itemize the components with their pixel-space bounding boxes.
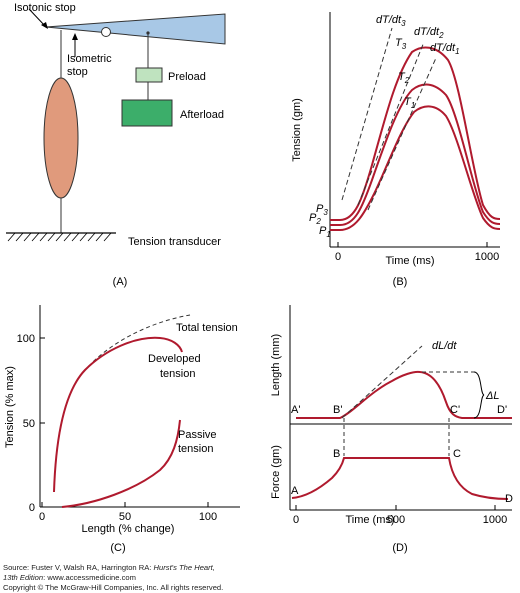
preload-label-p1: P1 xyxy=(319,225,331,239)
muscle xyxy=(43,77,79,199)
panel-c-y-tick-label-0: 0 xyxy=(29,502,35,514)
developed-tension-curve xyxy=(53,336,183,493)
panel-d-label: (D) xyxy=(392,542,407,554)
curve-label-t3: T3 xyxy=(395,37,407,51)
source-line-1: Source: Fuster V, Walsh RA, Harrington R… xyxy=(3,563,223,573)
panel-c-x-tick-label-0: 0 xyxy=(39,511,45,523)
lever-attachment xyxy=(146,31,150,35)
tension-curve-t3 xyxy=(330,46,501,221)
slope-line-dtdt1 xyxy=(367,57,437,211)
passive-tension-curve xyxy=(61,419,181,508)
panel-b-x-tick-label-1000: 1000 xyxy=(475,251,499,263)
panel-c-y-label: Tension (% max) xyxy=(4,366,16,448)
panel-c-y-tick-label-100: 100 xyxy=(17,333,35,345)
panel-c: 100 50 0 0 50 100 Length (% change) Tens… xyxy=(4,305,240,554)
dldt-tangent xyxy=(341,345,423,419)
preload-label: Preload xyxy=(168,71,206,83)
panel-d-x-tick-label-500: 500 xyxy=(387,514,405,526)
panel-a: Isotonic stop Isometric stop Preload Aft… xyxy=(6,2,226,288)
source-line-2: 13th Edition: www.accessmedicine.com xyxy=(3,573,223,583)
panel-d-y-label-force: Force (gm) xyxy=(270,445,282,499)
isometric-stop-label-line2: stop xyxy=(67,66,88,78)
slope-label-dtdt3: dT/dt3 xyxy=(376,14,406,28)
source-edition: 13th Edition xyxy=(3,573,44,582)
panel-a-label: (A) xyxy=(113,276,128,288)
panel-b-label: (B) xyxy=(393,276,408,288)
panel-c-label: (C) xyxy=(110,542,125,554)
point-label-b-prime: B' xyxy=(333,404,342,416)
passive-tension-label-line2: tension xyxy=(178,443,213,455)
source-website: : www.accessmedicine.com xyxy=(43,573,136,582)
preload-weight xyxy=(135,67,163,83)
afterload-label: Afterload xyxy=(180,109,224,121)
slope-label-dtdt1: dT/dt1 xyxy=(430,42,460,56)
point-label-b: B xyxy=(333,448,340,460)
point-label-d-prime: D' xyxy=(497,404,507,416)
delta-l-label: ΔL xyxy=(485,390,500,402)
curve-label-t2: T2 xyxy=(398,71,410,85)
slope-line-dtdt2 xyxy=(357,41,425,206)
preload-label-p3: P3 xyxy=(316,203,328,217)
isometric-stop-label-line1: Isometric xyxy=(67,53,112,65)
source-authors: Source: Fuster V, Walsh RA, Harrington R… xyxy=(3,563,154,572)
source-credit: Source: Fuster V, Walsh RA, Harrington R… xyxy=(3,563,223,593)
slope-label-dtdt2: dT/dt2 xyxy=(414,26,444,40)
panel-b-x-tick-label-0: 0 xyxy=(335,251,341,263)
curve-label-t1: T1 xyxy=(404,96,415,110)
passive-tension-label-line1: Passive xyxy=(178,429,217,441)
force-trace xyxy=(291,457,509,500)
panel-c-x-tick-label-100: 100 xyxy=(199,511,217,523)
panel-c-x-label: Length (% change) xyxy=(82,523,175,535)
tension-transducer-label: Tension transducer xyxy=(128,236,221,248)
panel-b-y-label: Tension (gm) xyxy=(291,98,303,162)
isotonic-stop-arrowhead xyxy=(41,22,48,29)
panel-c-y-tick-label-50: 50 xyxy=(23,418,35,430)
point-label-a-prime: A' xyxy=(291,404,300,416)
panel-b-x-label: Time (ms) xyxy=(385,255,434,267)
panel-d: 0 500 1000 Time (ms) Length (mm) Force (… xyxy=(270,305,513,554)
point-label-c: C xyxy=(453,448,461,460)
point-label-a: A xyxy=(291,485,299,497)
panel-d-x-label: Time (ms) xyxy=(345,514,394,526)
source-line-3: Copyright © The McGraw-Hill Companies, I… xyxy=(3,583,224,592)
panel-d-x-tick-label-0: 0 xyxy=(293,514,299,526)
total-tension-curve xyxy=(53,314,191,493)
tension-curve-t1 xyxy=(330,105,501,231)
lever-arm xyxy=(45,13,226,45)
delta-l-brace xyxy=(473,371,485,419)
transducer-hatching xyxy=(7,232,112,242)
developed-tension-label-line2: tension xyxy=(160,368,195,380)
total-tension-label: Total tension xyxy=(176,322,238,334)
point-label-d: D xyxy=(505,493,513,505)
isometric-stop-arrowhead xyxy=(72,33,78,40)
point-label-c-prime: C' xyxy=(450,404,460,416)
isotonic-stop-label: Isotonic stop xyxy=(14,2,76,14)
developed-tension-label-line1: Developed xyxy=(148,353,201,365)
afterload-weight xyxy=(121,99,173,127)
panel-c-x-tick-label-50: 50 xyxy=(119,511,131,523)
panel-d-x-tick-label-1000: 1000 xyxy=(483,514,507,526)
panel-d-y-label-length: Length (mm) xyxy=(270,334,282,396)
slope-line-dtdt3 xyxy=(341,27,393,201)
dldt-label: dL/dt xyxy=(432,340,457,352)
length-trace xyxy=(296,370,512,419)
source-book-title: Hurst's The Heart, xyxy=(153,563,215,572)
lever-pivot xyxy=(101,27,111,37)
tension-curve-t2 xyxy=(330,83,501,226)
panel-b: 0 1000 Time (ms) Tension (gm) dT/dt3 dT/… xyxy=(291,12,501,288)
